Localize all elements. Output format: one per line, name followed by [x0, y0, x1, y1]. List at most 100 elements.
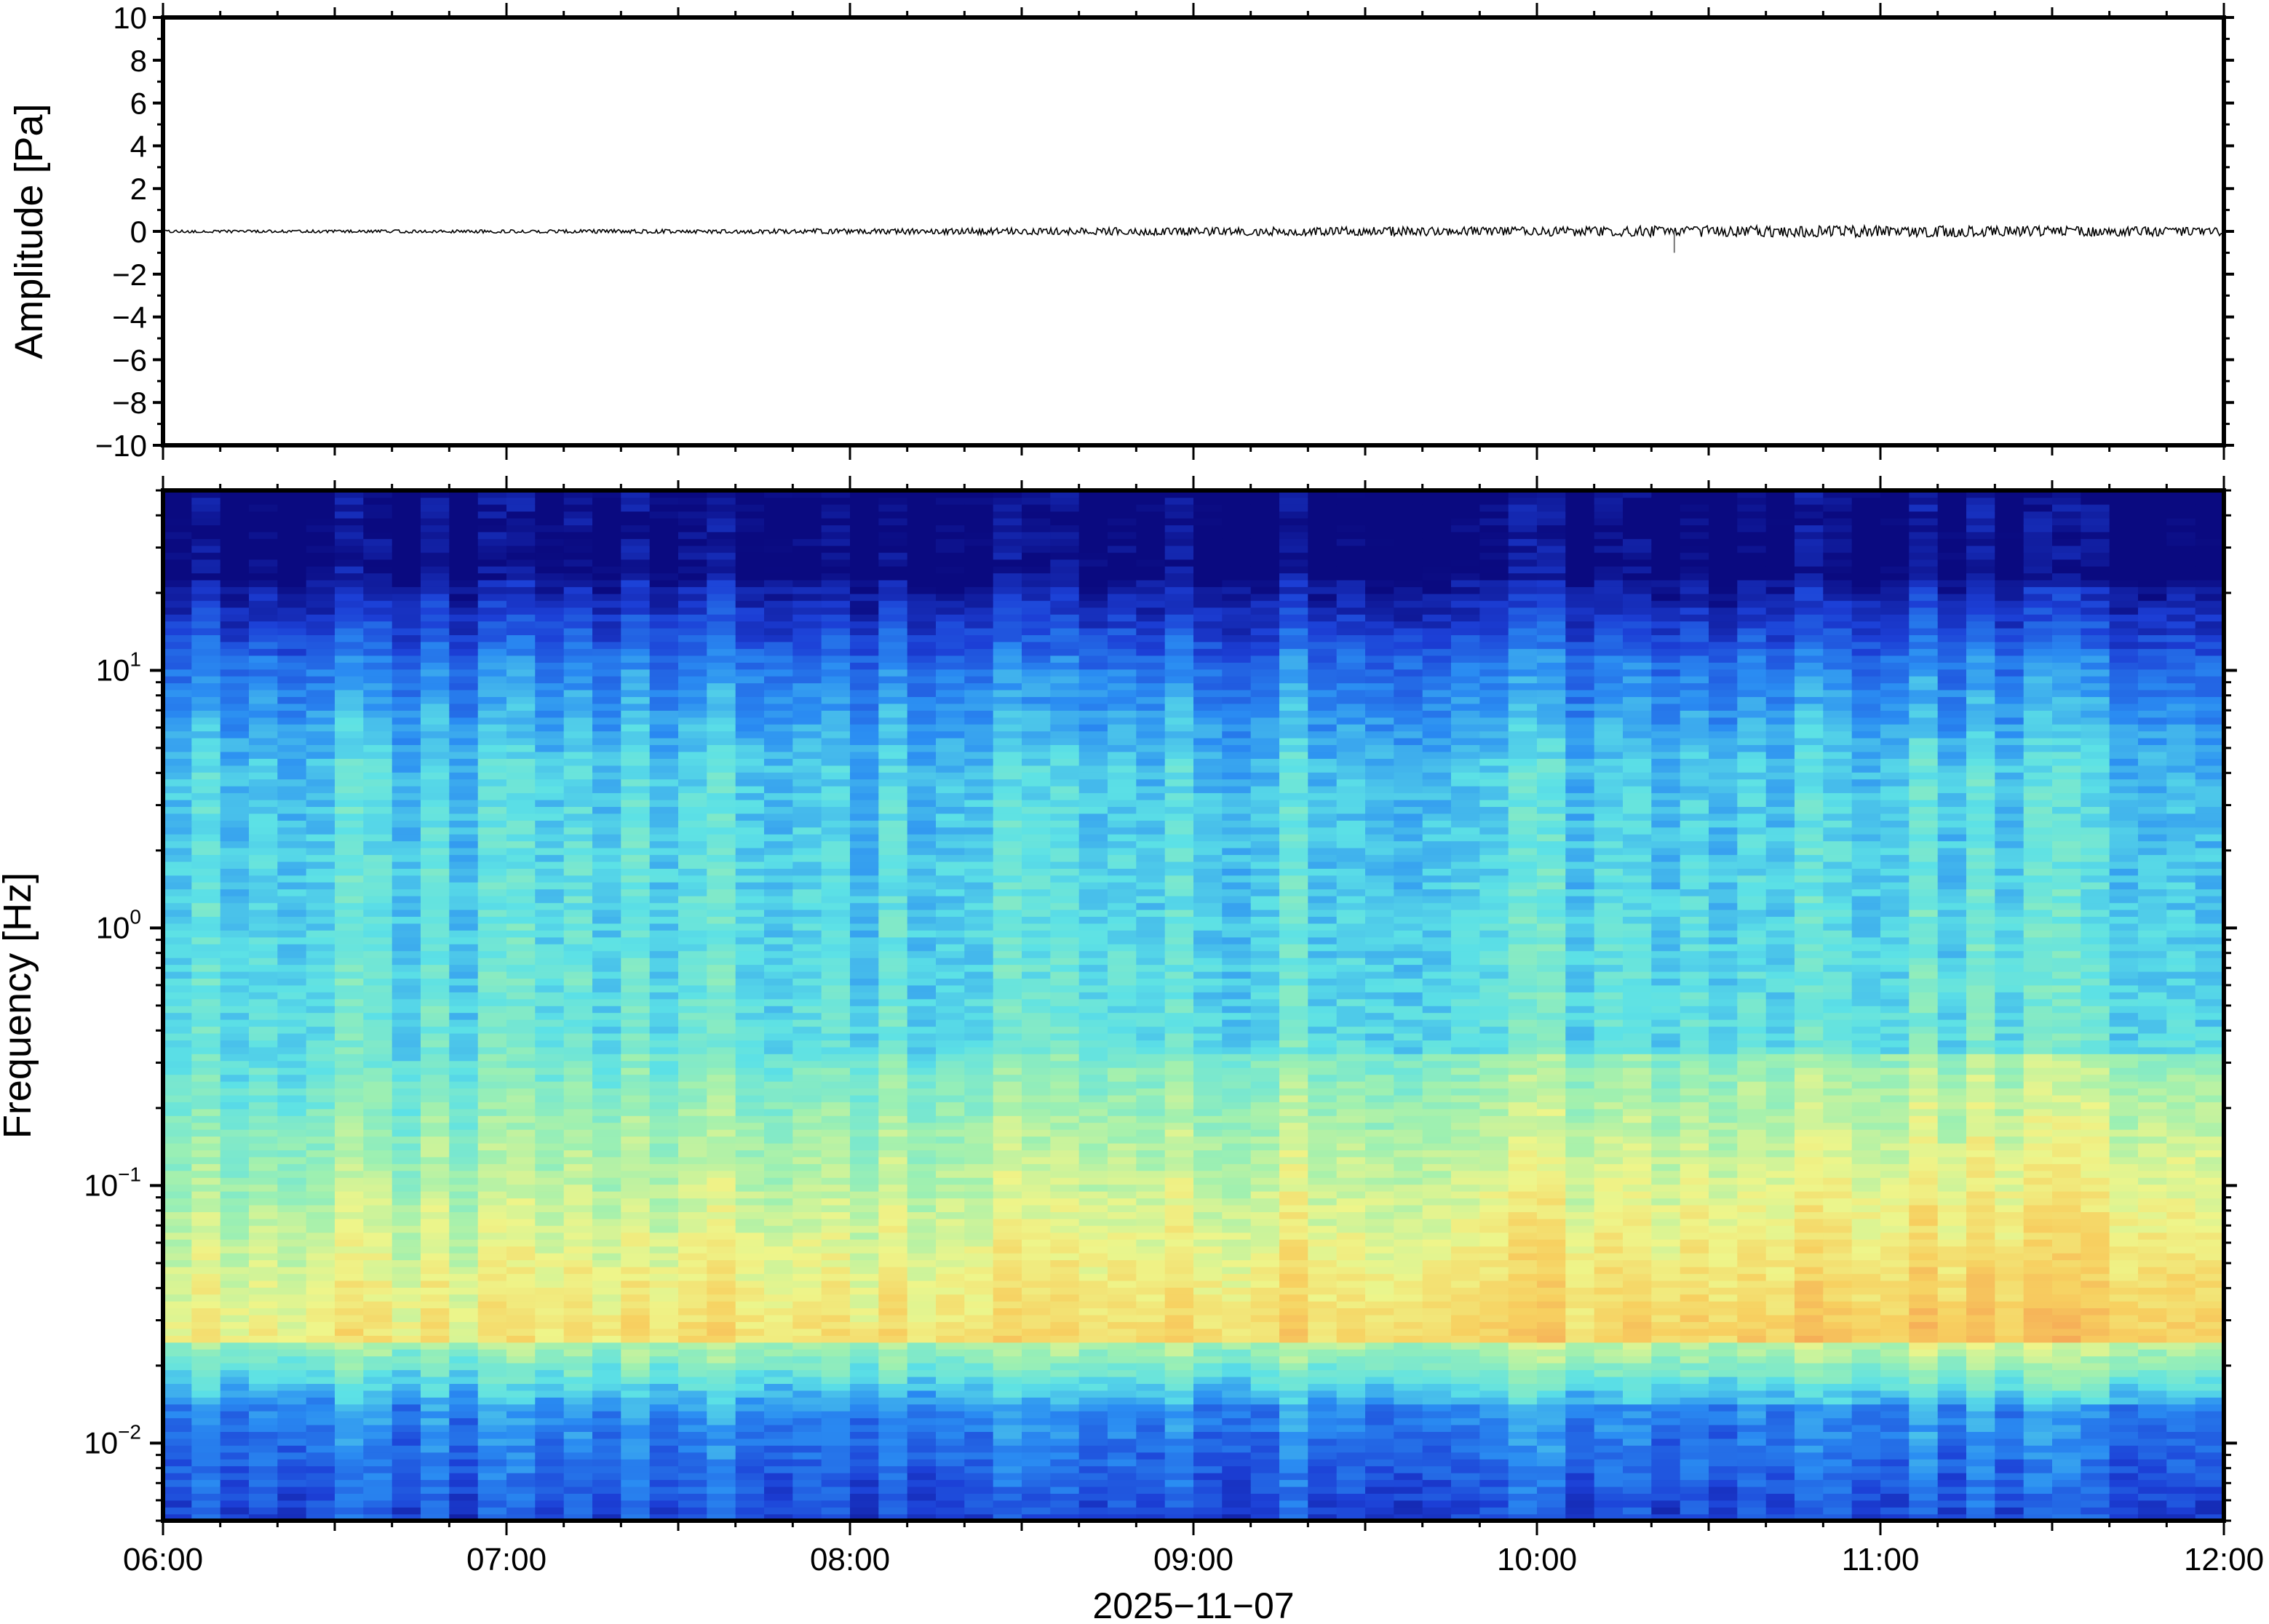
spectrogram-cell — [449, 717, 479, 725]
spectrogram-cell — [936, 785, 966, 794]
spectrogram-cell — [1078, 1287, 1108, 1295]
spectrogram-cell — [277, 834, 307, 842]
spectrogram-cell — [449, 1273, 479, 1281]
spectrogram-cell — [621, 882, 651, 890]
spectrogram-cell — [191, 731, 221, 739]
spectrogram-cell — [649, 1479, 679, 1487]
spectrogram-cell — [735, 559, 765, 567]
spectrogram-cell — [764, 669, 794, 677]
spectrogram-cell — [907, 1294, 937, 1302]
spectrogram-cell — [735, 882, 765, 890]
spectrogram-cell — [306, 1006, 335, 1014]
spectrogram-cell — [821, 1184, 851, 1192]
spectrogram-cell — [249, 1012, 279, 1020]
spectrogram-cell — [592, 868, 622, 876]
spectrogram-cell — [993, 936, 1022, 944]
spectrogram-cell — [936, 1136, 966, 1144]
spectrogram-cell — [220, 1349, 250, 1357]
spectrogram-cell — [277, 1232, 307, 1240]
spectrogram-cell — [477, 1493, 507, 1501]
spectrogram-cell — [191, 888, 221, 896]
spectrogram-cell — [249, 1411, 279, 1419]
spectrogram-cell — [850, 1294, 880, 1302]
spectrogram-cell — [735, 799, 765, 807]
spectrogram-cell — [850, 1287, 880, 1295]
spectrogram-cell — [477, 868, 507, 876]
spectrogram-cell — [163, 998, 193, 1006]
spectrogram-cell — [764, 1362, 794, 1371]
spectrogram-cell — [563, 888, 593, 896]
spectrogram-cell — [392, 1184, 421, 1192]
spectrogram-cell — [220, 634, 250, 642]
spectrogram-cell — [907, 1136, 937, 1144]
spectrogram-cell — [249, 847, 279, 856]
spectrogram-cell — [821, 1026, 851, 1034]
spectrogram-cell — [277, 1493, 307, 1501]
spectrogram-cell — [993, 971, 1022, 979]
spectrogram-cell — [477, 669, 507, 677]
spectrogram-cell — [306, 1362, 335, 1371]
spectrogram-cell — [392, 1356, 421, 1364]
spectrogram-cell — [735, 992, 765, 1000]
spectrogram-cell — [649, 916, 679, 924]
spectrogram-cell — [1022, 847, 1052, 856]
spectrogram-cell — [191, 641, 221, 649]
spectrogram-cell — [936, 552, 966, 560]
spectrogram-cell — [964, 998, 994, 1006]
spectrogram-cell — [535, 565, 565, 573]
spectrogram-cell — [735, 779, 765, 787]
spectrogram-cell — [163, 607, 193, 615]
spectrogram-cell — [649, 1507, 679, 1515]
spectrogram-cell — [850, 1273, 880, 1281]
spectrogram-cell — [1078, 1445, 1108, 1453]
spectrogram-cell — [907, 1204, 937, 1212]
spectrogram-cell — [335, 1383, 365, 1391]
spectrogram-cell — [878, 1129, 908, 1137]
spectrogram-cell — [907, 984, 937, 992]
spectrogram-cell — [964, 1383, 994, 1391]
spectrogram-cell — [1050, 497, 1080, 505]
spectrogram-cell — [477, 696, 507, 704]
spectrogram-cell — [1078, 1417, 1108, 1425]
spectrogram-cell — [850, 744, 880, 752]
spectrogram-cell — [649, 1190, 679, 1199]
spectrogram-cell — [535, 1472, 565, 1481]
spectrogram-cell — [649, 1088, 679, 1096]
spectrogram-cell — [506, 669, 536, 677]
spectrogram-cell — [707, 1150, 736, 1158]
spectrogram-cell — [850, 1246, 880, 1254]
spectrogram-cell — [191, 861, 221, 869]
spectrogram-cell — [993, 916, 1022, 924]
spectrogram-cell — [907, 1080, 937, 1088]
spectrogram-cell — [964, 579, 994, 587]
spectrogram-cell — [220, 1122, 250, 1130]
spectrogram-cell — [363, 1080, 393, 1088]
spectrogram-cell — [964, 916, 994, 924]
spectrogram-cell — [535, 737, 565, 745]
spectrogram-cell — [191, 1142, 221, 1150]
spectrogram-cell — [649, 1376, 679, 1384]
spectrogram-cell — [1050, 1142, 1080, 1150]
spectrogram-cell — [764, 1040, 794, 1048]
spectrogram-cell — [764, 655, 794, 663]
spectrogram-cell — [477, 813, 507, 821]
spectrogram-cell — [191, 1204, 221, 1212]
spectrogram-cell — [249, 1102, 279, 1110]
spectrogram-cell — [878, 1211, 908, 1219]
spectrogram-cell — [477, 1184, 507, 1192]
spectrogram-cell — [907, 1479, 937, 1487]
spectrogram-cell — [993, 1479, 1022, 1487]
spectrogram-cell — [392, 593, 421, 601]
spectrogram-cell — [792, 1218, 822, 1226]
spectrogram-cell — [335, 1411, 365, 1419]
spectrogram-cell — [735, 806, 765, 814]
spectrogram-cell — [392, 503, 421, 512]
spectrogram-cell — [477, 1438, 507, 1446]
spectrogram-cell — [621, 1356, 651, 1364]
spectrogram-cell — [277, 579, 307, 587]
spectrogram-cell — [850, 1459, 880, 1467]
spectrogram-cell — [821, 1472, 851, 1481]
spectrogram-cell — [1050, 579, 1080, 587]
spectrogram-cell — [1050, 525, 1080, 533]
